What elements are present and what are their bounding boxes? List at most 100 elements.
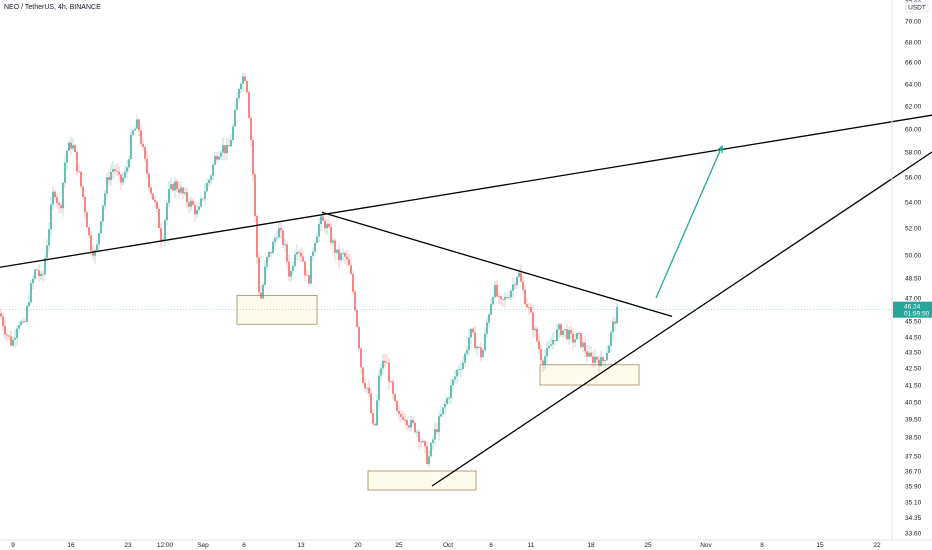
candle-up [94,250,96,256]
candle-up [98,233,100,245]
candle-up [574,339,576,343]
descending-resistance[interactable] [321,211,673,318]
chart-title: NEO / TetherUS, 4h, BINANCE [4,4,101,11]
candle-down [394,394,396,402]
candle-down [56,197,58,204]
candle-up [468,337,470,350]
candle-down [590,352,592,357]
candle-up [318,223,320,237]
candle-down [418,431,420,442]
candle-down [228,145,230,147]
candle-up [212,164,214,176]
arrow-shaft[interactable] [655,145,723,299]
candle-down [188,202,190,207]
price-tick-label: 34.35 [905,515,922,522]
candle-down [388,362,390,382]
time-tick-label: 13 [297,542,305,549]
candle-down [502,299,504,300]
candle-up [416,431,418,433]
candle-down [554,339,556,341]
candle-up [488,314,490,323]
candle-down [36,269,38,271]
candle-up [262,284,264,299]
candle-down [602,357,604,361]
candle-down [86,212,88,228]
candle-up [294,254,296,266]
candle-down [522,281,524,290]
time-tick-label: Nov [700,542,712,549]
candle-down [386,362,388,364]
candle-up [240,83,242,90]
candle-down [300,252,302,257]
price-tick-label: 47.00 [905,296,922,303]
price-tick-label: 68.00 [905,40,922,47]
candle-up [366,387,368,389]
candle-up [226,145,228,154]
candle-down [192,200,194,205]
candle-down [372,413,374,424]
candle-up [180,187,182,193]
candle-down [570,330,572,334]
candle-up [340,253,342,261]
candle-down [142,143,144,148]
candle-down [78,171,80,173]
candle-up [548,345,550,349]
candle-up [444,403,446,408]
candle-up [448,398,450,399]
candle-up [28,302,30,307]
price-tick-label: 45.50 [905,319,922,326]
candle-up [476,346,478,349]
price-tick-label: 36.70 [905,469,922,476]
candle-down [6,334,8,336]
candle-down [254,174,256,217]
candle-down [54,191,56,198]
candle-down [88,227,90,236]
candle-down [412,419,414,423]
candle-down [496,284,498,297]
candle-up [544,356,546,365]
upper-resistance[interactable] [0,114,932,268]
candle-down [4,325,6,335]
candle-up [272,242,274,254]
zone-2 [367,470,477,491]
candle-down [506,297,508,298]
price-tick-label: 33.60 [905,531,922,538]
candle-up [594,356,596,363]
price-axis[interactable]: 77.0070.0068.0066.0064.0062.0060.0058.00… [905,0,922,538]
time-tick-label: 16 [67,542,75,549]
price-tick-label: 52.00 [905,226,922,233]
candle-up [512,284,514,291]
time-tick-label: 6 [489,542,493,549]
candle-down [148,173,150,188]
candle-up [16,328,18,338]
time-axis[interactable]: 9 16 23 12:00 Sep 6 13 20 25 Oct 6 11 18 25 Nov 8 15 22 [11,542,881,549]
projection-arrow[interactable] [655,144,723,299]
price-tick-label: 37.50 [905,454,922,461]
candle-up [198,206,200,211]
price-tick-label: 42.50 [905,366,922,373]
candle-down [10,336,12,346]
time-tick-label: Oct [443,542,453,549]
candle-down [472,328,474,333]
trendlines[interactable] [0,114,932,487]
candle-up [446,398,448,404]
candle-down [144,147,146,159]
candle-up [556,329,558,341]
candle-up [316,236,318,243]
price-tick-label: 64.00 [905,82,922,89]
candle-down [362,367,364,383]
candle-down [346,256,348,260]
currency-badge[interactable]: USDT [905,1,929,13]
rising-support[interactable] [431,151,932,487]
candle-up [50,204,52,230]
candle-up [130,134,132,160]
candle-up [582,342,584,347]
candle-up [604,360,606,361]
candle-up [550,344,552,346]
candle-down [288,261,290,277]
candle-down [352,274,354,292]
candle-up [568,330,570,340]
candle-down [194,204,196,215]
